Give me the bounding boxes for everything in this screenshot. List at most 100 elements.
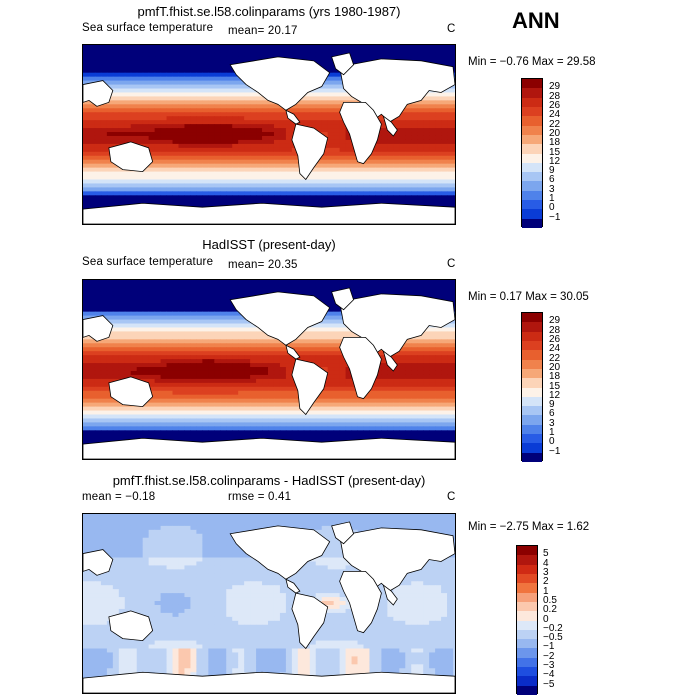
colorbar-tick-label: 3 (549, 417, 555, 429)
colorbar-swatch (522, 452, 542, 462)
continent-outline (382, 584, 398, 606)
continent-outline (108, 610, 154, 641)
colorbar-swatch (522, 331, 542, 341)
colorbar-swatch (522, 172, 542, 182)
continent-outline (331, 287, 355, 311)
colorbar-swatch (517, 564, 537, 574)
colorbar-swatch (522, 116, 542, 126)
colorbar-tick-label: 12 (549, 155, 561, 167)
colorbar-tick-label: −1 (543, 641, 555, 653)
continent-outline (382, 115, 398, 137)
colorbar-tick-label: 1 (549, 427, 555, 439)
continent-outline (229, 525, 331, 580)
colorbar-tick-label: 0 (543, 613, 549, 625)
colorbar-tick-label: 0.5 (543, 594, 557, 606)
panel-2-title: HadISST (present-day) (202, 237, 336, 252)
colorbar-swatch (517, 667, 537, 677)
continent-outline (339, 570, 382, 634)
colorbar-tick-label: 29 (549, 315, 561, 327)
colorbar-tick-label: 24 (549, 109, 561, 121)
panel-1-colorbar (521, 78, 543, 228)
continent-outline (331, 521, 355, 545)
colorbar-swatch (522, 200, 542, 210)
colorbar-swatch (522, 313, 542, 323)
colorbar-tick-label: −2 (543, 650, 555, 662)
colorbar-swatch (517, 648, 537, 658)
colorbar-tick-label: 28 (549, 324, 561, 336)
colorbar-tick-label: 3 (549, 183, 555, 195)
colorbar-swatch (522, 181, 542, 191)
colorbar-tick-label: 26 (549, 333, 561, 345)
colorbar-swatch (522, 209, 542, 219)
panel-2-minmax: Min = 0.17 Max = 30.05 (468, 291, 589, 303)
colorbar-tick-label: −0.5 (543, 632, 563, 644)
colorbar-tick-label: 5 (543, 548, 549, 560)
continent-outline (83, 549, 114, 576)
continent-outline (291, 358, 329, 416)
panel-2-map (82, 279, 456, 460)
colorbar-swatch (517, 629, 537, 640)
colorbar-swatch (522, 359, 542, 369)
panel-2-mean: mean= 20.35 (228, 259, 298, 271)
colorbar-swatch (517, 555, 537, 565)
colorbar-tick-label: 0 (549, 436, 555, 448)
colorbar-swatch (522, 322, 542, 332)
colorbar-swatch (522, 134, 542, 145)
colorbar-swatch (522, 434, 542, 444)
continent-outline (291, 123, 329, 181)
colorbar-swatch (522, 162, 542, 173)
panel-3-rmse: rmse = 0.41 (228, 491, 292, 503)
colorbar-tick-label: 24 (549, 343, 561, 355)
panel-1-unit: C (447, 23, 456, 35)
panel-1-variable: Sea surface temperature (82, 22, 214, 34)
colorbar-tick-label: 9 (549, 399, 555, 411)
colorbar-tick-label: 4 (543, 557, 549, 569)
colorbar-tick-label: 20 (549, 127, 561, 139)
colorbar-swatch (517, 546, 537, 556)
panel-3-minmax: Min = −2.75 Max = 1.62 (468, 521, 590, 533)
colorbar-swatch (517, 639, 537, 649)
continent-outline (108, 376, 154, 407)
colorbar-swatch (522, 378, 542, 388)
colorbar-swatch (522, 125, 542, 135)
colorbar-tick-label: 22 (549, 118, 561, 130)
colorbar-tick-label: 12 (549, 389, 561, 401)
colorbar-swatch (522, 144, 542, 154)
continent-outline (229, 56, 331, 111)
continent-outline (331, 52, 355, 76)
continent-outline (285, 109, 301, 125)
colorbar-tick-label: 6 (549, 408, 555, 420)
panel-3-mean: mean = −0.18 (82, 491, 156, 503)
colorbar-swatch (522, 406, 542, 416)
colorbar-swatch (522, 340, 542, 351)
colorbar-swatch (517, 583, 537, 593)
colorbar-tick-label: 3 (543, 566, 549, 578)
colorbar-tick-label: −5 (543, 678, 555, 690)
colorbar-tick-label: 15 (549, 380, 561, 392)
colorbar-swatch (522, 368, 542, 379)
panel-2-variable: Sea surface temperature (82, 256, 214, 268)
colorbar-swatch (517, 573, 537, 584)
colorbar-tick-label: 9 (549, 165, 555, 177)
colorbar-tick-label: −3 (543, 660, 555, 672)
continent-outline (285, 578, 301, 594)
colorbar-tick-label: 0 (549, 202, 555, 214)
panel-3-colorbar (516, 545, 538, 695)
colorbar-tick-label: 6 (549, 174, 555, 186)
panel-2-colorbar (521, 312, 543, 462)
panel-1-title: pmfT.fhist.se.l58.colinparams (yrs 1980-… (137, 4, 401, 19)
colorbar-tick-label: 15 (549, 146, 561, 158)
continent-outline (83, 202, 455, 224)
colorbar-swatch (517, 657, 537, 668)
colorbar-tick-label: 29 (549, 81, 561, 93)
colorbar-tick-label: −1 (549, 445, 561, 457)
colorbar-swatch (517, 611, 537, 621)
continent-outline (83, 437, 455, 459)
colorbar-tick-label: −0.2 (543, 622, 563, 634)
panel-1-map (82, 44, 456, 225)
colorbar-swatch (522, 79, 542, 89)
colorbar-swatch (517, 620, 537, 630)
continent-outline (83, 315, 114, 342)
colorbar-swatch (517, 592, 537, 602)
continent-outline (339, 336, 382, 400)
